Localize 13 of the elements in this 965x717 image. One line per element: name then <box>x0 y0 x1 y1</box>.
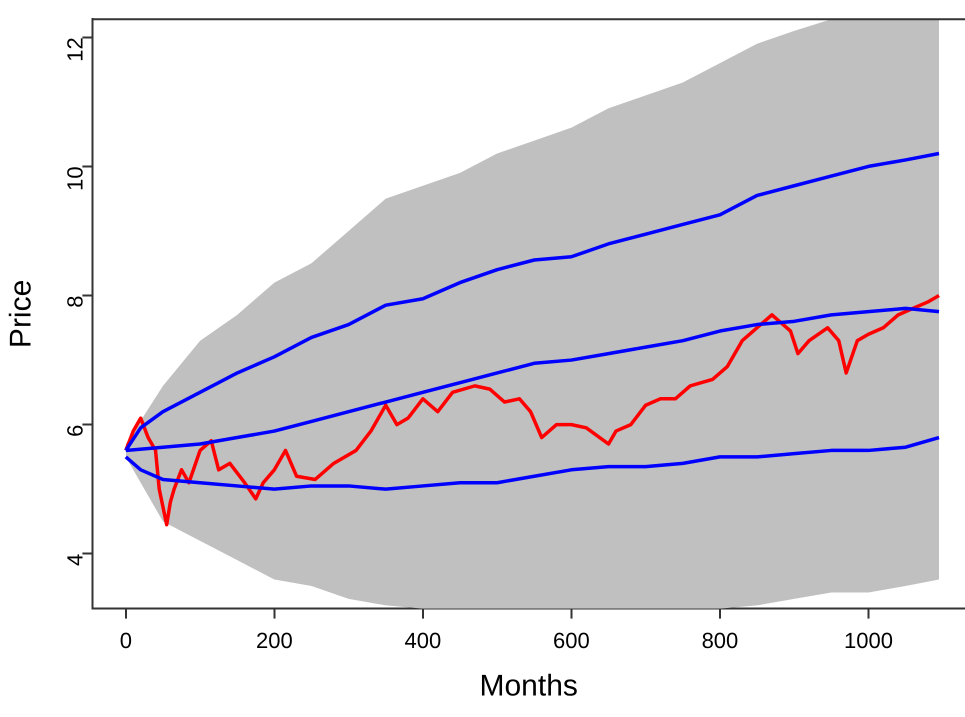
x-tick-label: 400 <box>404 628 442 653</box>
x-tick-label: 800 <box>702 628 738 653</box>
x-tick-label: 0 <box>120 628 132 653</box>
x-tick-label: 200 <box>256 628 293 653</box>
y-tick-label: 10 <box>62 166 88 191</box>
y-tick-label: 8 <box>62 296 88 308</box>
y-tick-label: 4 <box>62 554 88 566</box>
x-axis-title: Months <box>480 669 578 702</box>
y-axis-title: Price <box>4 280 38 348</box>
x-tick-label: 600 <box>553 628 590 653</box>
y-tick-label: 12 <box>62 37 88 62</box>
x-tick-label: 1000 <box>844 628 893 653</box>
y-tick-label: 6 <box>62 424 88 437</box>
